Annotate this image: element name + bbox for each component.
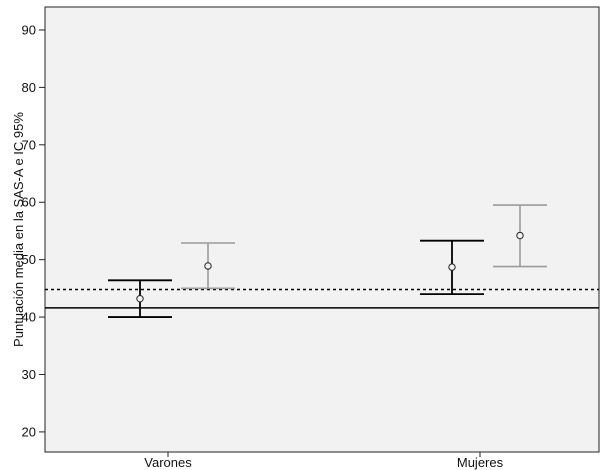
error-bar: [181, 242, 235, 290]
plot-area: [44, 6, 600, 453]
error-bar: [420, 239, 484, 295]
y-tick-label: 40: [22, 310, 36, 325]
mean-point: [204, 262, 212, 270]
y-tick-label: 30: [22, 367, 36, 382]
x-tick-label: Varones: [144, 455, 192, 470]
error-bars: [108, 204, 547, 318]
y-tick-label: 80: [22, 80, 36, 95]
mean-point: [448, 263, 456, 271]
mean-point: [516, 231, 524, 240]
y-axis: 20 30 40 50 60 70 80 90: [22, 22, 45, 439]
x-axis: Varones Mujeres: [144, 452, 504, 470]
error-bar: [108, 279, 172, 318]
y-tick-label: 90: [22, 22, 36, 37]
reference-lines: [45, 288, 599, 309]
x-tick-label: Mujeres: [457, 455, 504, 470]
y-tick-label: 50: [22, 252, 36, 267]
y-tick-label: 60: [22, 195, 36, 210]
y-tick-label: 20: [22, 424, 36, 439]
mean-point: [136, 294, 144, 303]
error-bar: [493, 204, 547, 268]
y-axis-label: Puntuación media en la SAS-A e IC 95%: [11, 112, 26, 347]
y-tick-label: 70: [22, 137, 36, 152]
